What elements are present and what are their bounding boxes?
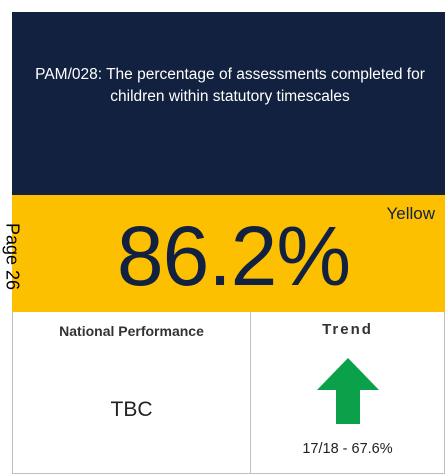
trend-previous: 17/18 - 67.6% bbox=[302, 441, 393, 457]
rating-label: Yellow bbox=[386, 204, 435, 223]
status-band bbox=[12, 195, 445, 312]
trend-arrow bbox=[317, 358, 379, 424]
arrow-shape bbox=[317, 358, 379, 424]
kpi-title: PAM/028: The percentage of assessments c… bbox=[35, 66, 425, 105]
national-value: TBC bbox=[110, 398, 153, 421]
page-label: Page 26 bbox=[2, 222, 23, 291]
national-heading: National Performance bbox=[59, 323, 204, 339]
kpi-value: 86.2% bbox=[116, 209, 351, 303]
header-panel bbox=[12, 12, 445, 195]
trend-heading: Trend bbox=[322, 321, 373, 338]
